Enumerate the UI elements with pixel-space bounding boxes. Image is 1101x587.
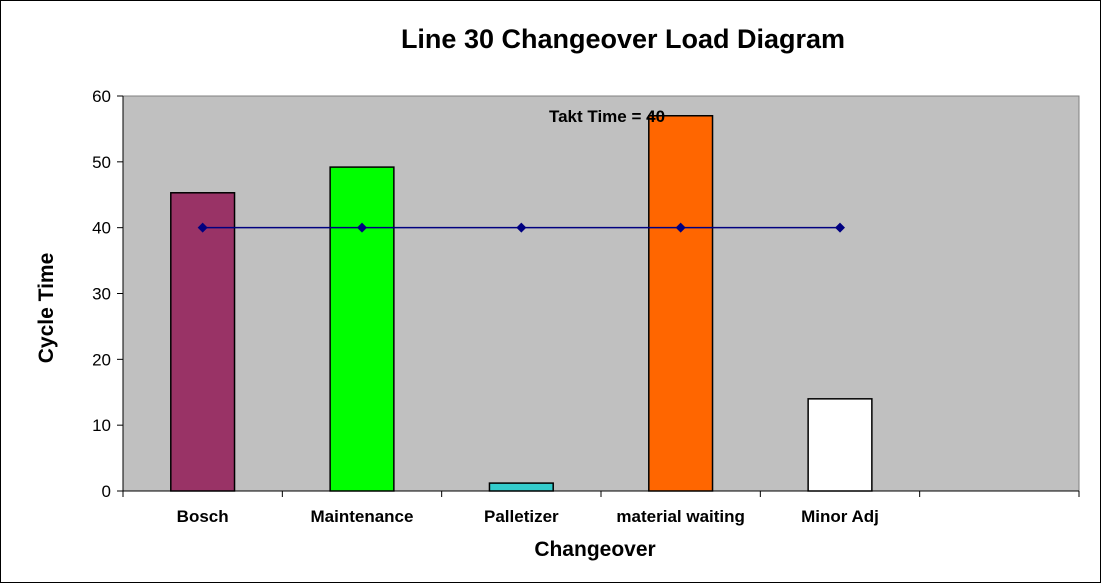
takt-time-annotation: Takt Time = 40 [549, 107, 665, 126]
y-tick-label: 30 [92, 285, 111, 304]
takt-point [357, 222, 367, 233]
axes-group [117, 95, 1080, 497]
bar [648, 115, 714, 492]
y-tick-label: 20 [92, 350, 111, 369]
plot-area [122, 95, 1080, 492]
y-tick-label: 50 [92, 153, 111, 172]
bar [807, 398, 873, 492]
y-tick-label: 10 [92, 416, 111, 435]
chart-title: Line 30 Changeover Load Diagram [401, 24, 845, 54]
bars-group [170, 115, 873, 492]
bar [170, 192, 236, 492]
x-tick-label: Palletizer [484, 507, 559, 526]
y-axis-title: Cycle Time [35, 253, 58, 364]
y-tick-label: 0 [102, 482, 111, 501]
takt-point [197, 222, 208, 233]
takt-point [516, 222, 527, 233]
y-tick-labels: 0 10 20 30 40 50 60 [92, 87, 111, 501]
y-tick-label: 40 [92, 219, 111, 238]
bar [488, 482, 554, 492]
x-tick-label: Maintenance [311, 507, 414, 526]
x-tick-label: Bosch [177, 507, 229, 526]
x-axis-title: Changeover [534, 538, 655, 561]
takt-line-group [197, 222, 845, 233]
x-tick-label: Minor Adj [801, 507, 879, 526]
takt-point [835, 222, 845, 233]
y-tick-label: 60 [92, 87, 111, 106]
x-tick-labels: Bosch Maintenance Palletizer material waiti… [177, 507, 879, 526]
bar [329, 166, 395, 492]
x-tick-label: material waiting [616, 507, 744, 526]
takt-point [675, 222, 686, 233]
